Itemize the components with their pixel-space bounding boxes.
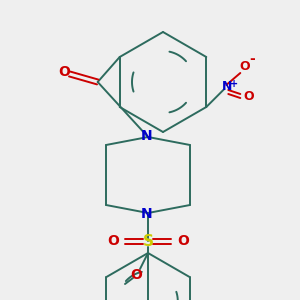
Text: O: O	[243, 89, 254, 103]
Text: O: O	[130, 268, 142, 282]
Text: O: O	[58, 65, 70, 79]
Text: O: O	[177, 234, 189, 248]
Text: N: N	[141, 129, 153, 143]
Text: O: O	[239, 61, 250, 74]
Text: N: N	[141, 207, 153, 221]
Text: S: S	[142, 233, 154, 248]
Text: N: N	[222, 80, 232, 94]
Text: -: -	[249, 52, 255, 66]
Text: +: +	[230, 79, 238, 89]
Text: O: O	[107, 234, 119, 248]
